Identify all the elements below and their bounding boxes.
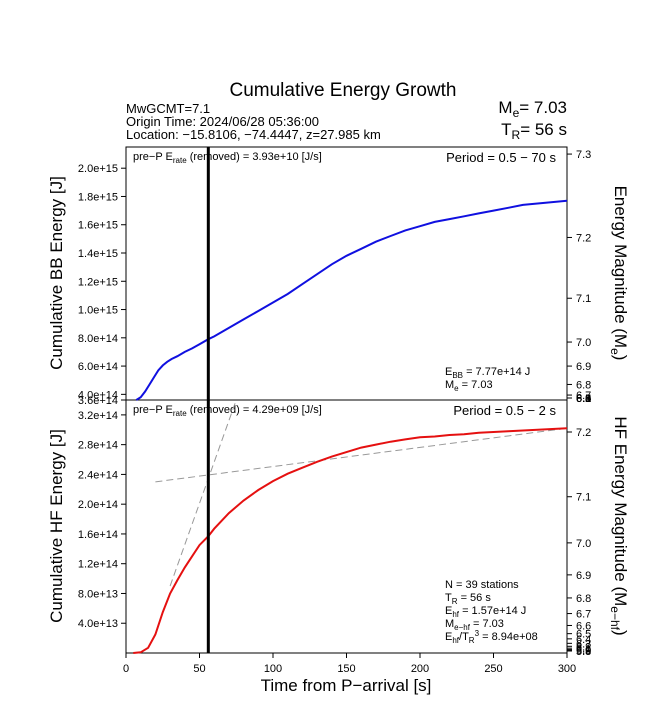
bottom-mag-tick-label: 5.8 <box>576 646 591 658</box>
bottom-mag-tick-label: 7.0 <box>576 538 591 550</box>
top-ytick-label: 8.0e+14 <box>78 333 118 345</box>
top-y2label: Energy Magnitude (Me) <box>608 186 630 361</box>
bottom-series-line <box>133 427 568 654</box>
top-mag-tick-label: 6.5 <box>576 393 591 405</box>
bottom-annotation-stations: N = 39 stations <box>445 579 519 591</box>
top-ytick-label: 6.0e+14 <box>78 361 118 373</box>
x-tick-label: 50 <box>193 663 205 675</box>
bottom-ytick-label: 2.4e+14 <box>78 469 118 481</box>
event-origin-time: Origin Time: 2024/06/28 05:36:00 <box>126 114 319 129</box>
bottom-y2label: HF Energy Magnitude (Me−hf) <box>608 416 630 635</box>
bottom-ytick-label: 2.8e+14 <box>78 440 118 452</box>
top-series-line <box>135 199 568 401</box>
top-ytick-label: 1.8e+15 <box>78 191 118 203</box>
top-mag-tick-label: 6.4 <box>576 393 591 405</box>
top-annotation-ebb: EBB = 7.77e+14 J <box>445 366 530 380</box>
bottom-ylabel: Cumulative HF Energy [J] <box>47 429 66 623</box>
x-tick-label: 200 <box>411 663 429 675</box>
bottom-guide-line <box>169 399 237 587</box>
top-ytick-label: 1.6e+15 <box>78 220 118 232</box>
bottom-annotation-ehf: Ehf = 1.57e+14 J <box>445 605 526 619</box>
bottom-ytick-label: 2.0e+14 <box>78 499 118 511</box>
bottom-annotation-ehf-tr3: Ehf/TR3 = 8.94e+08 <box>445 629 538 645</box>
top-ytick-label: 3.6e+14 <box>78 395 118 407</box>
bottom-ytick-label: 1.6e+14 <box>78 529 118 541</box>
x-tick-label: 250 <box>484 663 502 675</box>
bottom-annotation-tr: TR = 56 s <box>445 592 491 606</box>
top-mag-tick-label: 6.3 <box>576 393 591 405</box>
bottom-ytick-label: 1.2e+14 <box>78 559 118 571</box>
top-ytick-label: 1.2e+15 <box>78 276 118 288</box>
bottom-ytick-label: 3.2e+14 <box>78 410 118 422</box>
top-period: Period = 0.5 − 70 s <box>446 150 556 165</box>
top-mag-tick-label: 6.7 <box>576 390 591 402</box>
summary-me: Me= 7.03 <box>498 98 567 120</box>
x-tick-label: 100 <box>264 663 282 675</box>
bottom-mag-tick-label: 6.1 <box>576 643 591 655</box>
event-magnitude: MwGCMT=7.1 <box>126 101 210 116</box>
bottom-mag-tick-label: 6.7 <box>576 609 591 621</box>
top-ytick-label: 1.0e+15 <box>78 305 118 317</box>
bottom-mag-tick-label: 6.8 <box>576 593 591 605</box>
x-tick-label: 300 <box>558 663 576 675</box>
top-ytick-label: 2.0e+15 <box>78 163 118 175</box>
x-axis-label: Time from P−arrival [s] <box>261 676 432 695</box>
chart-title: Cumulative Energy Growth <box>229 80 456 101</box>
top-mag-tick-label: 6.8 <box>576 379 591 391</box>
top-ytick-label: 1.4e+15 <box>78 248 118 260</box>
event-location: Location: −15.8106, −74.4447, z=27.985 k… <box>126 127 381 142</box>
bottom-mag-tick-label: 7.1 <box>576 492 591 504</box>
top-prep-rate: pre−P Erate (removed) = 3.93e+10 [J/s] <box>133 151 322 165</box>
bottom-period: Period = 0.5 − 2 s <box>453 403 556 418</box>
top-ytick-label: 4.0e+14 <box>78 389 118 401</box>
top-panel-frame <box>125 146 568 401</box>
bottom-mag-tick-label: 6.5 <box>576 629 591 641</box>
top-mag-tick-label: 7.2 <box>576 232 591 244</box>
top-mag-tick-label: 7.3 <box>576 149 591 161</box>
bottom-mag-tick-label: 5.9 <box>576 646 591 658</box>
bottom-prep-rate: pre−P Erate (removed) = 4.29e+09 [J/s] <box>133 404 322 418</box>
bottom-annotation-mehf: Me−hf = 7.03 <box>445 618 504 632</box>
bottom-mag-tick-label: 6.3 <box>576 638 591 650</box>
bottom-ytick-label: 8.0e+13 <box>78 588 118 600</box>
bottom-guide-line <box>155 427 568 483</box>
top-ylabel: Cumulative BB Energy [J] <box>47 176 66 370</box>
x-tick-label: 150 <box>337 663 355 675</box>
top-annotation-me: Me = 7.03 <box>445 379 493 393</box>
bottom-mag-tick-label: 6.0 <box>576 645 591 657</box>
bottom-mag-tick-label: 6.2 <box>576 641 591 653</box>
top-mag-tick-label: 7.1 <box>576 293 591 305</box>
top-mag-tick-label: 6.6 <box>576 393 591 405</box>
x-tick-label: 0 <box>123 663 129 675</box>
top-mag-tick-label: 6.1 <box>576 393 591 405</box>
bottom-mag-tick-label: 7.2 <box>576 427 591 439</box>
top-mag-tick-label: 7.0 <box>576 337 591 349</box>
top-mag-tick-label: 6.2 <box>576 393 591 405</box>
bottom-mag-tick-label: 6.9 <box>576 570 591 582</box>
top-mag-tick-label: 6.9 <box>576 361 591 373</box>
bottom-mag-tick-label: 6.6 <box>576 620 591 632</box>
bottom-ytick-label: 4.0e+13 <box>78 618 118 630</box>
top-mag-tick-label: 6.0 <box>576 393 591 405</box>
summary-tr: TR= 56 s <box>501 120 567 142</box>
bottom-mag-tick-label: 6.4 <box>576 634 591 646</box>
